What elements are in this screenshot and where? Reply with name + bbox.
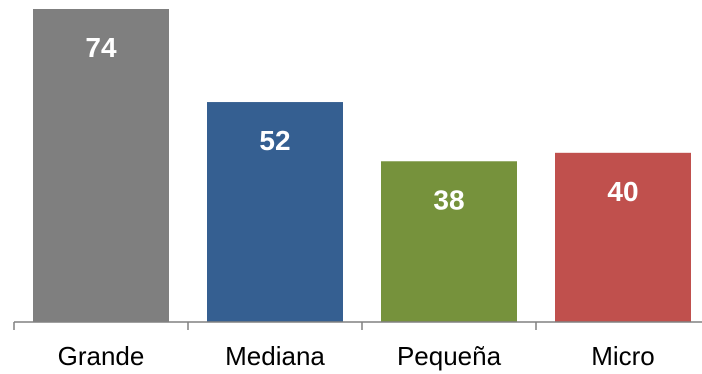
bar-micro (555, 152, 691, 322)
bars-group (33, 9, 691, 323)
category-label-pequeña: Pequeña (397, 341, 502, 371)
value-label-mediana: 52 (259, 125, 290, 156)
category-label-grande: Grande (58, 341, 145, 371)
category-label-mediana: Mediana (225, 341, 325, 371)
value-label-micro: 40 (607, 176, 638, 207)
value-labels-group: 74 52 38 40 (85, 32, 638, 215)
bar-grande (33, 9, 169, 322)
value-label-pequeña: 38 (433, 184, 464, 215)
x-axis (13, 321, 702, 330)
category-label-micro: Micro (591, 341, 655, 371)
category-labels-group: Grande Mediana Pequeña Micro (58, 341, 655, 371)
value-label-grande: 74 (85, 32, 117, 63)
bar-pequeña (381, 161, 517, 322)
bar-mediana (207, 102, 343, 323)
